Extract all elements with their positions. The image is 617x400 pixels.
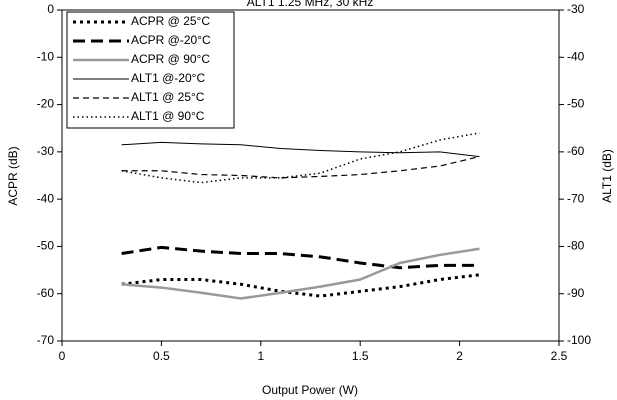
series-line xyxy=(121,247,480,300)
x-tick-label: 2.5 xyxy=(551,349,568,363)
legend-label: ACPR @-20°C xyxy=(131,33,211,47)
y-tick-label: -40 xyxy=(37,191,55,205)
series-line xyxy=(121,273,480,298)
y-axis-label: ACPR (dB) xyxy=(6,146,20,205)
y2-tick-label: -100 xyxy=(567,333,591,347)
plot-area xyxy=(61,9,560,342)
x-axis-label: Output Power (W) xyxy=(262,383,358,397)
series-line xyxy=(121,245,480,270)
y2-axis-label: ALT1 (dB) xyxy=(600,149,614,203)
series-line xyxy=(121,132,480,184)
chart-title: ALT1 1.25 MHz, 30 kHz xyxy=(247,0,374,9)
y-tick-label: -10 xyxy=(37,49,55,63)
legend-label: ALT1 @ 25°C xyxy=(131,90,205,104)
y-tick-label: -20 xyxy=(37,97,55,111)
x-tick-label: 1 xyxy=(257,349,264,363)
x-tick-label: 0 xyxy=(59,349,66,363)
y-tick-label: -30 xyxy=(37,144,55,158)
x-tick-label: 1.5 xyxy=(352,349,369,363)
y-tick-label: -60 xyxy=(37,286,55,300)
y-tick-label: 0 xyxy=(47,2,54,16)
legend-label: ACPR @ 25°C xyxy=(131,14,210,28)
y2-tick-label: -60 xyxy=(567,144,585,158)
y-tick-label: -70 xyxy=(37,333,55,347)
legend-box xyxy=(66,11,235,129)
y2-tick-label: -80 xyxy=(567,239,585,253)
legend-label: ALT1 @-20°C xyxy=(131,71,205,85)
series-line xyxy=(121,141,480,158)
legend-label: ACPR @ 90°C xyxy=(131,52,210,66)
x-tick-label: 2 xyxy=(456,349,463,363)
y2-tick-label: -90 xyxy=(567,286,585,300)
legend-label: ALT1 @ 90°C xyxy=(131,109,205,123)
y2-tick-label: -70 xyxy=(567,191,585,205)
y2-tick-label: -30 xyxy=(567,2,585,16)
series-line xyxy=(121,156,480,179)
y2-tick-label: -40 xyxy=(567,49,585,63)
y2-tick-label: -50 xyxy=(567,97,585,111)
x-tick-label: 0.5 xyxy=(153,349,170,363)
y-tick-label: -50 xyxy=(37,239,55,253)
